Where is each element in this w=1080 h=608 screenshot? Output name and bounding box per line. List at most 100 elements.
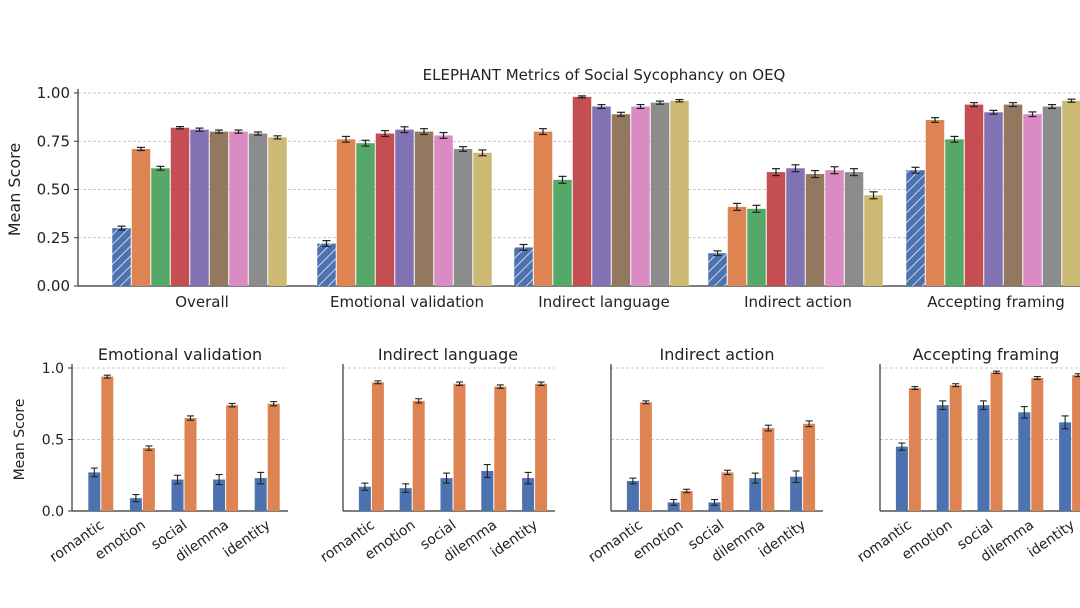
- charts-layer: 0.00 0.25 0.50 0.75 1.00 Mean Score Overall Emo…: [5, 84, 1080, 566]
- sub1-ytick-label: 1.0: [42, 361, 64, 377]
- main-bar: [190, 129, 209, 286]
- sub1-bar: [142, 448, 155, 511]
- sub4-bar: [949, 385, 962, 511]
- main-category-label: Indirect action: [744, 293, 852, 311]
- sub1-bar: [254, 478, 267, 511]
- main-bar: [131, 148, 151, 286]
- main-bar: [1062, 100, 1080, 286]
- main-bar: [805, 174, 825, 286]
- sub1-bar: [184, 418, 197, 511]
- main-category-label: Overall: [175, 293, 229, 311]
- sub4-category-label: identity: [1025, 517, 1078, 561]
- main-bar: [151, 168, 170, 286]
- main-bar: [945, 139, 964, 286]
- sub4-bar: [936, 405, 949, 511]
- main-bar: [572, 96, 592, 286]
- sub2-bar: [440, 478, 453, 511]
- main-bar: [1023, 114, 1042, 286]
- sub4-bar: [908, 388, 921, 511]
- main-bar: [395, 129, 414, 286]
- sub2-bar: [494, 386, 507, 511]
- sub3-bar: [803, 423, 816, 511]
- main-bar: [375, 133, 395, 286]
- main-bar: [786, 168, 805, 286]
- main-bar: [650, 102, 670, 287]
- sub3-category-label: identity: [756, 517, 809, 561]
- sub2-category-label: identity: [488, 517, 541, 561]
- sub2-bar: [358, 486, 371, 511]
- sub2-bar: [412, 400, 425, 511]
- sub2-bar: [399, 488, 412, 511]
- sub2-title: Indirect language: [378, 345, 518, 364]
- sub1-bar: [88, 472, 101, 511]
- main-bar: [553, 179, 572, 286]
- sub1-title: Emotional validation: [98, 345, 262, 364]
- main-bar: [1003, 104, 1023, 286]
- main-bar: [611, 114, 631, 286]
- main-bar: [925, 120, 945, 287]
- main-bar: [248, 133, 268, 286]
- sub1-bar: [226, 405, 239, 511]
- sub3-bar: [790, 476, 803, 511]
- sub1-y-axis-label: Mean Score: [12, 399, 28, 481]
- sub3-bar: [762, 428, 775, 511]
- main-bar: [592, 106, 611, 286]
- main-bar: [766, 172, 786, 286]
- sub1-ytick-label: 0.5: [42, 433, 64, 449]
- sub2-bar: [453, 383, 466, 511]
- sub1-bar: [267, 403, 280, 511]
- main-bar: [747, 208, 766, 286]
- sub2-bar: [522, 478, 535, 511]
- sub1-ytick-label: 0.0: [42, 504, 64, 520]
- main-y-axis-label: Mean Score: [5, 143, 24, 237]
- sub3-bar: [721, 472, 734, 511]
- sub3-title: Indirect action: [660, 345, 775, 364]
- sub2-bar: [371, 382, 384, 511]
- main-bar: [170, 127, 190, 287]
- sub4-title: Accepting framing: [913, 345, 1060, 364]
- sub4-bar: [1031, 378, 1044, 511]
- main-category-label: Accepting framing: [927, 293, 1065, 311]
- sub3-bar: [708, 502, 721, 511]
- sub1-category-label: identity: [221, 517, 274, 561]
- main-bar: [434, 135, 453, 286]
- sub4-bar: [895, 446, 908, 511]
- sub1-bar: [213, 479, 226, 511]
- sub4-bar: [990, 372, 1003, 511]
- sub3-bar: [626, 480, 639, 511]
- main-bar: [112, 228, 131, 286]
- main-ytick-label: 0.00: [37, 277, 70, 295]
- main-bar: [631, 106, 650, 286]
- sub1-bar: [171, 479, 184, 511]
- main-bar: [209, 131, 229, 286]
- main-bar: [336, 139, 356, 286]
- main-ytick-label: 0.50: [37, 181, 70, 199]
- sub3-bar: [667, 502, 680, 511]
- main-bar: [864, 195, 883, 286]
- sub4-bar: [977, 405, 990, 511]
- main-category-label: Indirect language: [538, 293, 669, 311]
- main-category-label: Emotional validation: [330, 293, 484, 311]
- sub3-bar: [749, 478, 762, 511]
- main-ytick-label: 1.00: [37, 84, 70, 102]
- sub2-bar: [535, 383, 548, 511]
- main-bar: [670, 100, 689, 286]
- main-bar: [1042, 106, 1062, 286]
- sub3-bar: [680, 490, 693, 511]
- main-bar: [514, 247, 533, 286]
- main-bar: [906, 170, 925, 286]
- sub4-bar: [1018, 412, 1031, 511]
- main-bar: [473, 152, 492, 286]
- main-ytick-label: 0.25: [37, 229, 70, 247]
- main-chart-title: ELEPHANT Metrics of Social Sycophancy on…: [423, 66, 786, 84]
- main-bar: [414, 131, 434, 286]
- main-ytick-label: 0.75: [37, 132, 70, 150]
- main-bar: [825, 170, 844, 286]
- main-bar: [708, 253, 727, 286]
- main-bar: [317, 243, 336, 286]
- main-bar: [533, 131, 553, 286]
- sub3-bar: [639, 402, 652, 511]
- main-bar: [229, 131, 248, 286]
